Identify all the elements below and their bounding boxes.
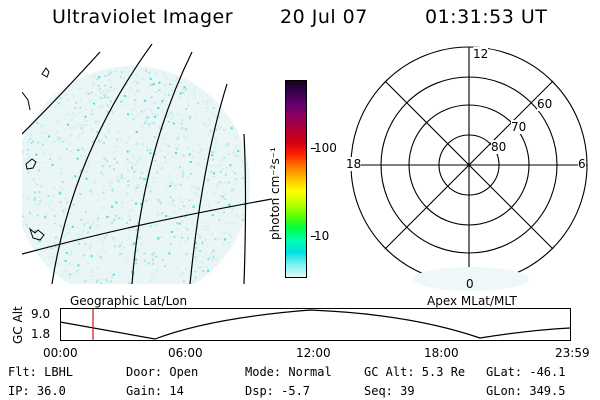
geo-grid bbox=[22, 44, 272, 284]
altitude-curve bbox=[59, 309, 571, 340]
geo-map bbox=[22, 44, 272, 284]
altitude-ytick-low: 1.8 bbox=[31, 327, 51, 341]
mlt-18-label: 18 bbox=[346, 157, 362, 171]
gain-readout: Gain: 14 bbox=[126, 384, 184, 398]
altitude-xtick-0: 00:00 bbox=[43, 346, 78, 360]
dsp-readout: Dsp: -5.7 bbox=[245, 384, 311, 398]
polar-plot bbox=[350, 46, 588, 291]
date-label: 20 Jul 07 bbox=[280, 6, 368, 28]
mlt-0-label: 0 bbox=[466, 277, 474, 291]
seq-readout: Seq: 39 bbox=[364, 384, 415, 398]
door-readout: Door: Open bbox=[126, 365, 199, 379]
polar-plot-label: Apex MLat/MLT bbox=[427, 294, 517, 308]
mlt-6-label: 6 bbox=[578, 157, 586, 171]
mlt-12-label: 12 bbox=[473, 47, 489, 61]
glon-readout: GLon: 349.5 bbox=[486, 384, 566, 398]
geo-map-label: Geographic Lat/Lon bbox=[70, 294, 188, 308]
mode-readout: Mode: Normal bbox=[245, 365, 332, 379]
altitude-xtick-2: 12:00 bbox=[296, 346, 331, 360]
altitude-xtick-1: 06:00 bbox=[168, 346, 203, 360]
altitude-ylabel: GC Alt bbox=[11, 306, 25, 344]
uv-image-disc bbox=[22, 66, 250, 284]
altitude-xtick-4: 23:59 bbox=[555, 346, 590, 360]
gc-alt-readout: GC Alt: 5.3 Re bbox=[364, 365, 466, 379]
altitude-ytick-high: 9.0 bbox=[31, 307, 51, 321]
lat-70-label: 70 bbox=[511, 120, 527, 134]
colorbar-tickmark bbox=[311, 236, 316, 237]
colorbar-unit-label: photon cm⁻²s⁻¹ bbox=[268, 147, 282, 240]
glat-readout: GLat: -46.1 bbox=[486, 365, 566, 379]
altitude-plot bbox=[59, 308, 571, 341]
lat-60-label: 60 bbox=[537, 97, 553, 111]
colorbar bbox=[285, 80, 307, 278]
coastline bbox=[22, 67, 50, 241]
time-label: 01:31:53 UT bbox=[425, 6, 548, 28]
polar-uv-patch bbox=[413, 267, 529, 291]
uv-speckles bbox=[22, 69, 247, 284]
colorbar-tick-10: 10 bbox=[314, 229, 330, 243]
lat-80-label: 80 bbox=[491, 140, 507, 154]
altitude-xtick-3: 18:00 bbox=[424, 346, 459, 360]
filter-readout: Flt: LBHL bbox=[8, 365, 74, 379]
instrument-title: Ultraviolet Imager bbox=[52, 6, 234, 28]
ip-readout: IP: 36.0 bbox=[8, 384, 66, 398]
colorbar-tick-100: 100 bbox=[314, 141, 337, 155]
colorbar-tickmark bbox=[311, 148, 316, 149]
